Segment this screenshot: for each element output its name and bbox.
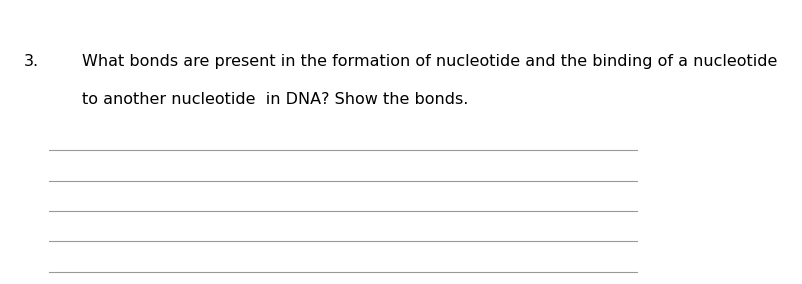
Text: to another nucleotide  in DNA? Show the bonds.: to another nucleotide in DNA? Show the b… xyxy=(82,92,468,107)
Text: 3.: 3. xyxy=(23,54,38,69)
Text: What bonds are present in the formation of nucleotide and the binding of a nucle: What bonds are present in the formation … xyxy=(82,54,777,69)
